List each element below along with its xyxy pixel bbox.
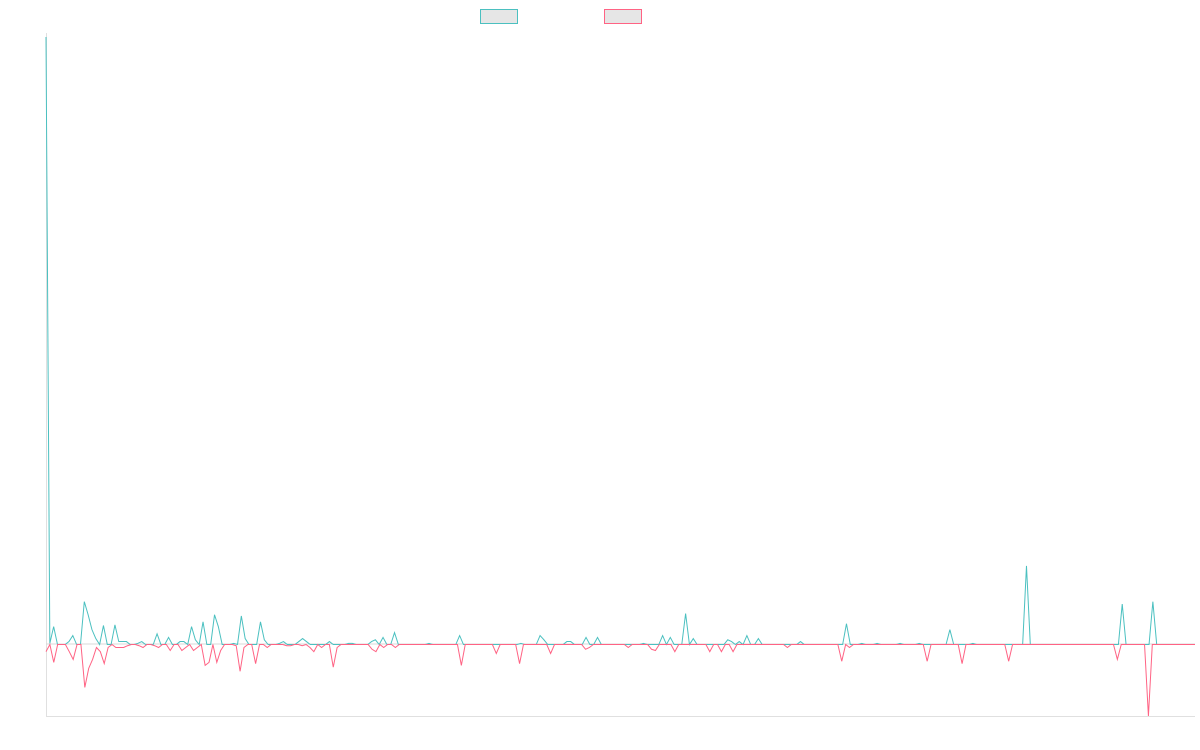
series-layer xyxy=(45,36,1195,717)
legend-swatch-series-1 xyxy=(480,9,518,24)
series-line-2 xyxy=(45,643,1195,717)
series-line-1 xyxy=(45,36,1195,646)
legend-item-series-2[interactable] xyxy=(604,9,648,24)
legend-swatch-series-2 xyxy=(604,9,642,24)
legend xyxy=(0,9,1200,27)
legend-item-series-1[interactable] xyxy=(480,9,524,24)
